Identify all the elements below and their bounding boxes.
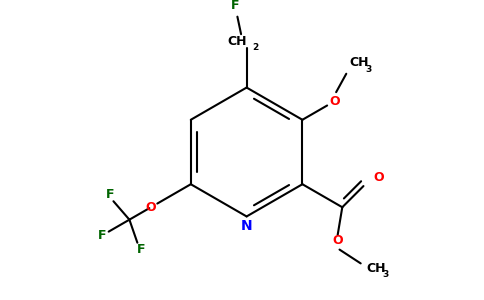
Text: F: F: [231, 0, 240, 12]
Text: F: F: [137, 243, 145, 256]
Text: 2: 2: [253, 43, 259, 52]
Text: 3: 3: [382, 270, 389, 279]
Text: F: F: [98, 229, 106, 242]
Text: CH: CH: [349, 56, 368, 69]
Text: CH: CH: [366, 262, 386, 275]
Text: CH: CH: [227, 35, 247, 48]
Text: 3: 3: [365, 64, 372, 74]
Text: O: O: [374, 171, 384, 184]
Text: N: N: [241, 219, 253, 233]
Text: F: F: [106, 188, 114, 201]
Text: O: O: [146, 201, 156, 214]
Text: O: O: [329, 95, 340, 108]
Text: O: O: [333, 234, 343, 247]
